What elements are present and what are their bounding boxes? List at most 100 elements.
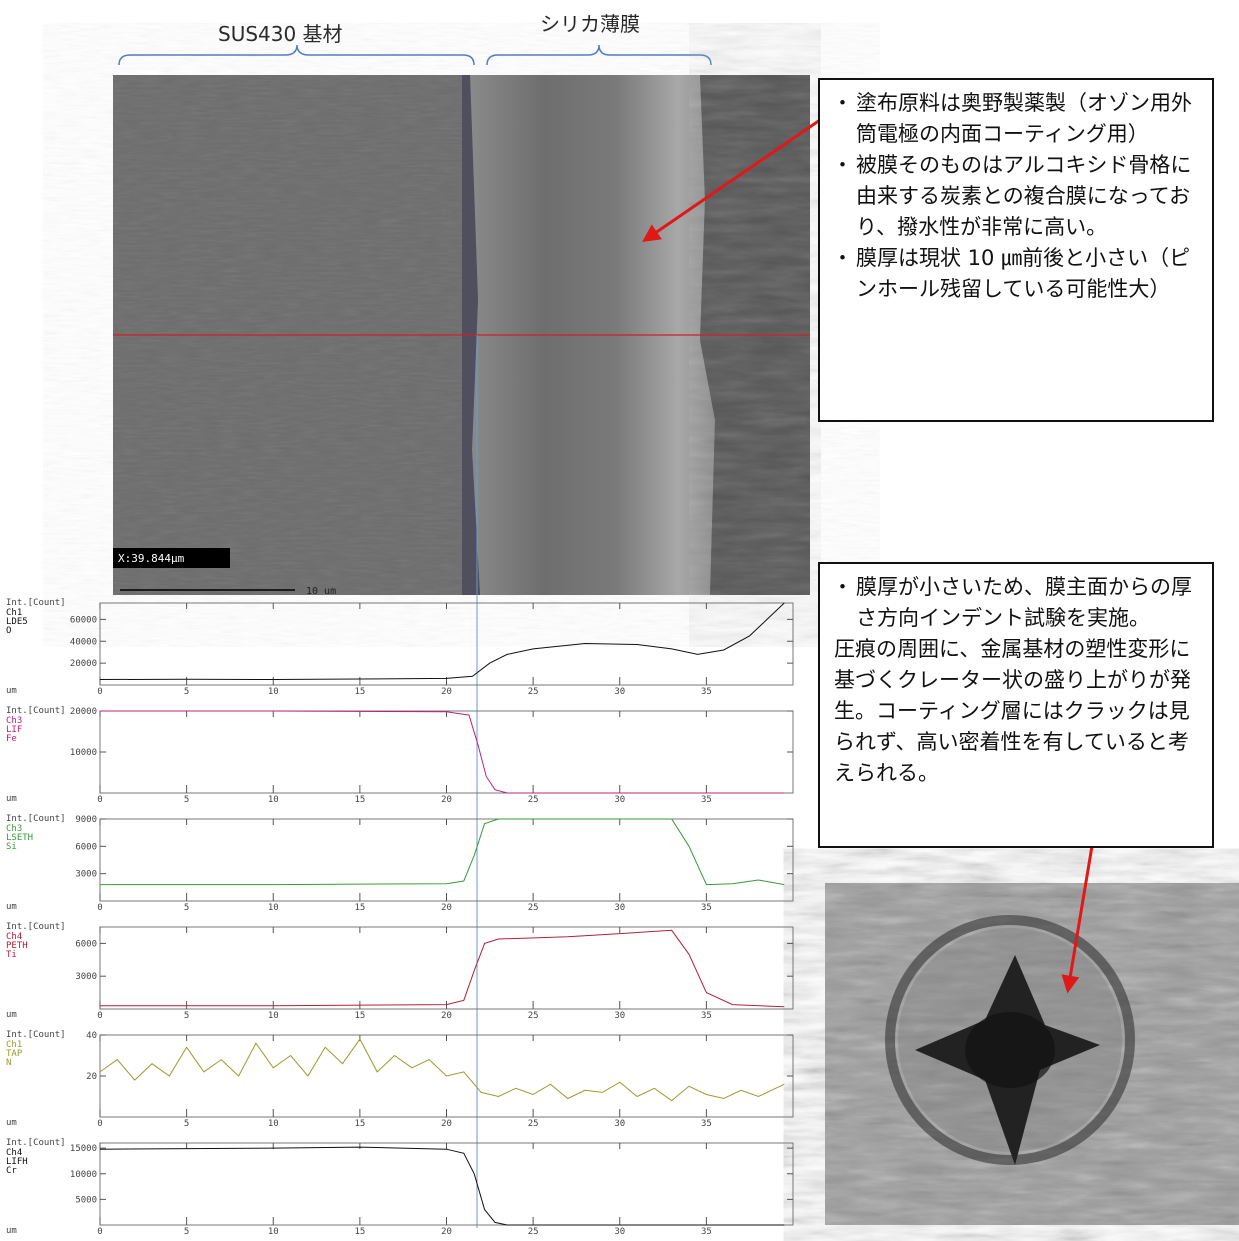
- x-tick-label: 25: [528, 903, 539, 913]
- x-tick-label: 0: [97, 903, 102, 913]
- profile-line: [100, 1039, 784, 1101]
- x-tick-label: 10: [268, 1119, 279, 1129]
- x-tick-label: 20: [441, 1119, 452, 1129]
- channel-label: Fe: [6, 734, 17, 744]
- x-tick-label: 15: [354, 1011, 365, 1021]
- x-tick-label: 0: [97, 1011, 102, 1021]
- x-tick-label: 0: [97, 687, 102, 697]
- profile-line: [100, 711, 784, 793]
- y-tick-label: 10000: [70, 1170, 97, 1180]
- x-tick-label: 5: [184, 903, 189, 913]
- bracket: [487, 45, 711, 65]
- x-tick-label: 5: [184, 795, 189, 805]
- x-tick-label: 30: [614, 1011, 625, 1021]
- note-bullet: 塗布原料は奥野製薬製（オゾン用外筒電極の内面コーティング用）: [856, 88, 1198, 150]
- x-tick-label: 25: [528, 1011, 539, 1021]
- x-tick-label: 35: [701, 1227, 712, 1237]
- x-tick-label: 25: [528, 1119, 539, 1129]
- sem-scale: 10 um: [306, 586, 336, 597]
- x-tick-label: 0: [97, 795, 102, 805]
- note-paragraph: 圧痕の周囲に、金属基材の塑性変形に基づくクレーター状の盛り上がりが発生。コーティ…: [834, 634, 1198, 789]
- y-tick-label: 20: [86, 1072, 97, 1082]
- x-tick-label: 25: [528, 795, 539, 805]
- sem-measure: X:39.844μm: [118, 552, 185, 565]
- x-tick-label: 30: [614, 903, 625, 913]
- x-tick-label: 5: [184, 687, 189, 697]
- y-axis-label: Int.[Count]: [6, 922, 66, 932]
- x-tick-label: 20: [441, 687, 452, 697]
- profile-line: [100, 930, 784, 1007]
- x-tick-label: 15: [354, 795, 365, 805]
- x-tick-label: 15: [354, 903, 365, 913]
- x-tick-label: 25: [528, 687, 539, 697]
- x-tick-label: 10: [268, 687, 279, 697]
- note-bullet: 膜厚が小さいため、膜主面からの厚さ方向インデント試験を実施。: [856, 572, 1198, 634]
- y-tick-label: 3000: [75, 972, 97, 982]
- note-bullet: 膜厚は現状 10 ㎛前後と小さい（ピンホール残留している可能性大）: [856, 243, 1198, 305]
- y-tick-label: 9000: [75, 815, 97, 825]
- x-tick-label: 15: [354, 1227, 365, 1237]
- x-tick-label: 30: [614, 1227, 625, 1237]
- y-axis-label: Int.[Count]: [6, 598, 66, 608]
- x-tick-label: 15: [354, 1119, 365, 1129]
- channel-label: N: [6, 1058, 11, 1068]
- x-unit: um: [6, 794, 17, 804]
- y-tick-label: 40: [86, 1031, 97, 1041]
- x-unit: um: [6, 1118, 17, 1128]
- y-tick-label: 6000: [75, 939, 97, 949]
- y-tick-label: 60000: [70, 615, 97, 625]
- y-tick-label: 20000: [70, 707, 97, 717]
- x-tick-label: 30: [614, 1119, 625, 1129]
- y-tick-label: 15000: [70, 1144, 97, 1154]
- profile-line: [100, 1147, 784, 1225]
- profile-line: [100, 819, 784, 885]
- y-axis-label: Int.[Count]: [6, 1030, 66, 1040]
- profile-line: [100, 603, 784, 680]
- x-tick-label: 35: [701, 1011, 712, 1021]
- panel-frame: [100, 603, 793, 685]
- channel-label: Cr: [6, 1166, 17, 1176]
- x-tick-label: 20: [441, 1011, 452, 1021]
- y-axis-label: Int.[Count]: [6, 706, 66, 716]
- channel-label: Ti: [6, 950, 17, 960]
- bracket: [119, 45, 474, 65]
- y-tick-label: 20000: [70, 659, 97, 669]
- panel-frame: [100, 711, 793, 793]
- x-tick-label: 25: [528, 1227, 539, 1237]
- y-axis-label: Int.[Count]: [6, 814, 66, 824]
- indent-micrograph: [825, 883, 1239, 1225]
- y-tick-label: 40000: [70, 637, 97, 647]
- x-tick-label: 10: [268, 1011, 279, 1021]
- x-tick-label: 20: [441, 903, 452, 913]
- page: SUS430 基材 シリカ薄膜 X:39.844μm 10 um I: [0, 0, 1239, 1241]
- x-tick-label: 35: [701, 687, 712, 697]
- x-tick-label: 30: [614, 795, 625, 805]
- channel-label: Si: [6, 842, 17, 852]
- y-tick-label: 3000: [75, 870, 97, 880]
- x-tick-label: 0: [97, 1227, 102, 1237]
- x-unit: um: [6, 902, 17, 912]
- y-axis-label: Int.[Count]: [6, 1138, 66, 1148]
- note-bullet: 被膜そのものはアルコキシド骨格に由来する炭素との複合膜になっており、撥水性が非常…: [856, 150, 1198, 243]
- x-tick-label: 35: [701, 1119, 712, 1129]
- x-tick-label: 35: [701, 795, 712, 805]
- x-tick-label: 0: [97, 1119, 102, 1129]
- x-tick-label: 15: [354, 687, 365, 697]
- y-tick-label: 10000: [70, 748, 97, 758]
- panel-frame: [100, 1143, 793, 1225]
- note-box: 塗布原料は奥野製薬製（オゾン用外筒電極の内面コーティング用） 被膜そのものはアル…: [818, 78, 1214, 422]
- panel-frame: [100, 927, 793, 1009]
- x-tick-label: 10: [268, 795, 279, 805]
- x-tick-label: 20: [441, 795, 452, 805]
- x-tick-label: 5: [184, 1011, 189, 1021]
- x-unit: um: [6, 1226, 17, 1236]
- x-tick-label: 5: [184, 1227, 189, 1237]
- x-tick-label: 30: [614, 687, 625, 697]
- sem-image: X:39.844μm 10 um: [113, 75, 810, 597]
- x-tick-label: 20: [441, 1227, 452, 1237]
- x-tick-label: 10: [268, 903, 279, 913]
- channel-label: O: [6, 626, 11, 636]
- x-unit: um: [6, 686, 17, 696]
- y-tick-label: 6000: [75, 842, 97, 852]
- y-tick-label: 5000: [75, 1195, 97, 1205]
